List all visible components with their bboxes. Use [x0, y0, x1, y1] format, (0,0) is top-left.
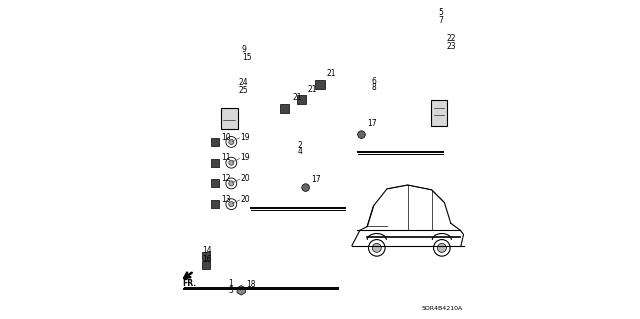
Text: 17: 17 — [367, 119, 377, 128]
Circle shape — [369, 240, 385, 256]
Text: 12: 12 — [221, 174, 230, 183]
Circle shape — [228, 202, 234, 207]
Text: 17: 17 — [311, 175, 321, 184]
Text: 24: 24 — [239, 78, 248, 87]
Circle shape — [228, 160, 234, 165]
Text: 21: 21 — [307, 85, 317, 94]
Text: 5DR4B4210A: 5DR4B4210A — [421, 306, 463, 311]
Text: 20: 20 — [240, 174, 250, 183]
FancyBboxPatch shape — [431, 100, 447, 126]
Text: 22: 22 — [446, 34, 456, 43]
FancyBboxPatch shape — [221, 108, 238, 129]
Text: 21: 21 — [326, 69, 336, 78]
Text: FR.: FR. — [182, 279, 196, 288]
Text: 4: 4 — [298, 147, 303, 156]
Text: 19: 19 — [240, 153, 250, 162]
Circle shape — [358, 131, 365, 138]
Text: 2: 2 — [298, 141, 303, 150]
Text: 18: 18 — [246, 280, 256, 289]
Text: 19: 19 — [240, 133, 250, 142]
Circle shape — [437, 243, 446, 252]
Text: 13: 13 — [221, 195, 231, 204]
Text: 1: 1 — [228, 279, 233, 288]
Text: 3: 3 — [228, 286, 233, 295]
Text: 25: 25 — [239, 86, 248, 95]
Circle shape — [228, 181, 234, 186]
Text: 11: 11 — [221, 153, 230, 162]
Text: 7: 7 — [438, 16, 443, 25]
Text: 15: 15 — [242, 53, 252, 62]
Circle shape — [433, 240, 450, 256]
Circle shape — [372, 243, 381, 252]
Text: 6: 6 — [371, 77, 376, 86]
Text: 16: 16 — [202, 255, 212, 263]
Circle shape — [302, 184, 310, 191]
Text: 21: 21 — [293, 93, 302, 102]
Text: 14: 14 — [202, 246, 212, 255]
Circle shape — [228, 139, 234, 145]
Text: 23: 23 — [446, 42, 456, 51]
Text: 9: 9 — [242, 45, 247, 54]
Text: 8: 8 — [371, 83, 376, 92]
Text: 10: 10 — [221, 133, 231, 142]
Text: 20: 20 — [240, 195, 250, 204]
Text: 5: 5 — [438, 8, 443, 17]
